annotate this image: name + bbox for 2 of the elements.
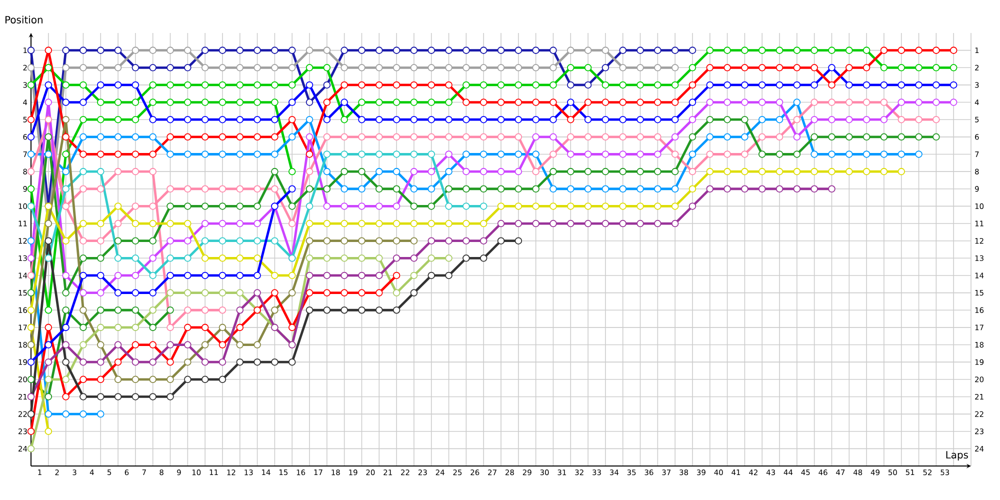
y-axis-title: Position <box>6 16 42 24</box>
x-axis-title: Laps <box>946 451 968 460</box>
